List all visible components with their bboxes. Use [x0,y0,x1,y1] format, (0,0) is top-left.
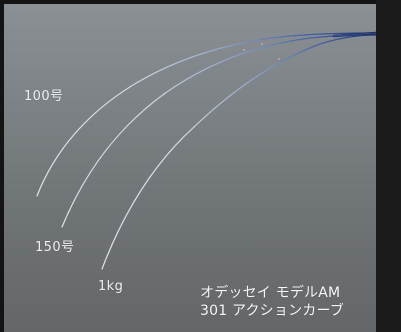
rod-butt-highlight [333,32,376,37]
caption-line-2: 301 アクションカーブ [200,303,345,319]
rod-curve-1kg [101,34,376,270]
action-curve-panel: 100号 150号 1kg オデッセイ モデルAM 301 アクションカーブ [4,4,376,332]
curve-label-1kg: 1kg [98,279,124,294]
rod-curves-diagram [36,31,376,270]
rod-curve-150 [61,33,376,228]
curve-label-100: 100号 [24,89,64,104]
right-border-band [376,0,401,332]
curve-label-150: 150号 [35,240,75,255]
caption-line-1: オデッセイ モデルAM [200,285,341,301]
guide-markers [137,43,280,128]
rod-curve-100 [36,32,376,197]
chart-caption: オデッセイ モデルAM 301 アクションカーブ [200,284,344,320]
